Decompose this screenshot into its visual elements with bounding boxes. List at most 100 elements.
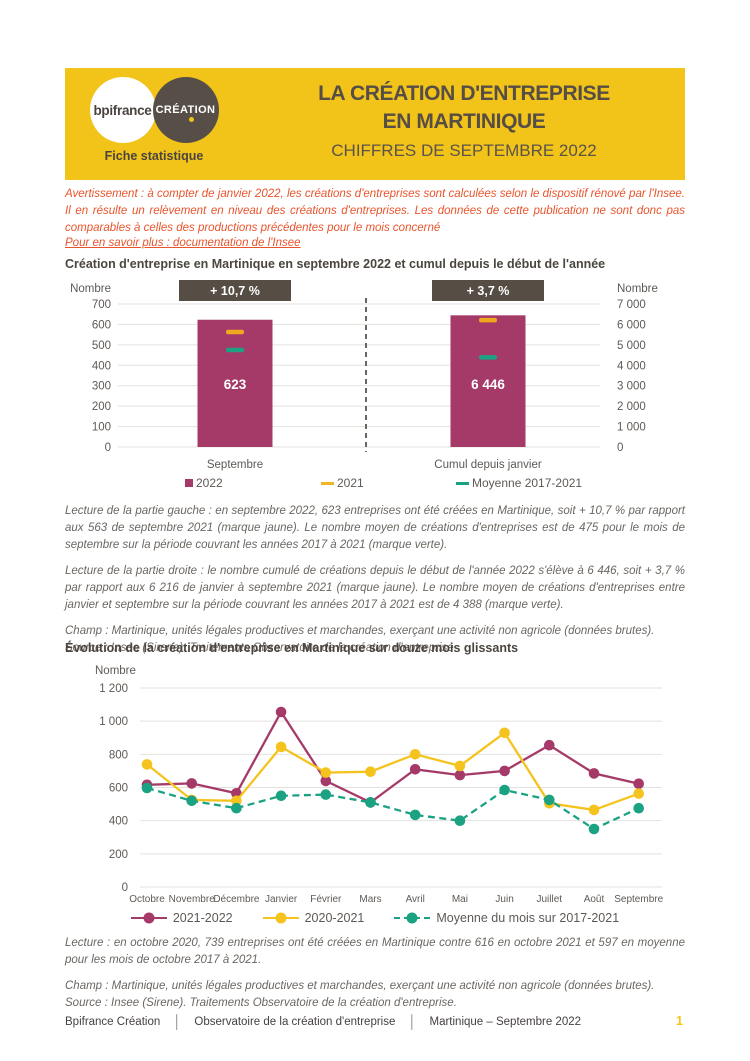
page-number: 1 bbox=[676, 1014, 683, 1028]
y-axis-tick-right: 2 000 bbox=[617, 401, 646, 413]
data-point bbox=[186, 778, 197, 789]
legend-line-marker-icon bbox=[394, 912, 431, 924]
champ-text-1: Champ : Martinique, unités légales produ… bbox=[65, 625, 655, 637]
data-point bbox=[409, 749, 421, 760]
legend-dot bbox=[275, 912, 287, 924]
data-point bbox=[499, 784, 510, 796]
legend-item-moyenne-2017-2021: Moyenne 2017-2021 bbox=[456, 476, 582, 490]
y-axis-tick-left: 600 bbox=[92, 319, 111, 331]
footer-item-region-date: Martinique – Septembre 2022 bbox=[429, 1015, 582, 1028]
y-axis-title-right: Nombre bbox=[617, 283, 658, 295]
section1-title: Création d'entreprise en Martinique en s… bbox=[65, 257, 606, 271]
legend-item-2021-2022: 2021-2022 bbox=[130, 908, 233, 928]
data-point bbox=[454, 760, 466, 772]
section2-title: Évolution de la création d'entreprise en… bbox=[65, 641, 519, 655]
data-point bbox=[320, 789, 332, 800]
marker-moyenne-2017-2021 bbox=[479, 355, 497, 360]
y-axis-tick-right: 0 bbox=[617, 442, 623, 454]
data-point bbox=[544, 794, 555, 806]
footer: Bpifrance Création │ Observatoire de la … bbox=[65, 1014, 685, 1029]
data-point bbox=[499, 727, 510, 739]
section1-notes: Lecture de la partie gauche : en septemb… bbox=[65, 503, 685, 656]
header-band: bpifrance CRÉATION Fiche statistique LA … bbox=[65, 68, 685, 180]
x-axis-month-label: Octobre bbox=[129, 894, 165, 905]
data-point bbox=[499, 765, 510, 777]
footer-item-brand: Bpifrance Création bbox=[65, 1015, 161, 1028]
x-axis-month-label: Septembre bbox=[614, 894, 663, 905]
legend-dot bbox=[406, 912, 418, 924]
line-chart-canvas: 1 200 1 000 800 600 400 200 0 Nombre Octobre Nove… bbox=[95, 665, 664, 905]
legend-label: 2021-2022 bbox=[172, 911, 233, 925]
fiche-statistique-label: Fiche statistique bbox=[104, 149, 204, 163]
bar-value-label: 623 bbox=[224, 377, 247, 392]
data-point bbox=[588, 804, 600, 816]
legend-item-moyenne-du-mois-sur-2017-2021: Moyenne du mois sur 2017-2021 bbox=[394, 908, 619, 928]
data-point bbox=[320, 775, 332, 787]
variation-badge-label: + 3,7 % bbox=[467, 284, 510, 298]
insee-link-line: Pour en savoir plus : documentation de l… bbox=[65, 237, 685, 249]
y-axis-tick: 1 200 bbox=[99, 683, 128, 695]
y-axis-tick-right: 1 000 bbox=[617, 422, 646, 434]
data-point bbox=[409, 809, 421, 821]
marker-2021 bbox=[479, 317, 497, 323]
variation-badge bbox=[432, 280, 544, 301]
x-axis-month-label: Mai bbox=[452, 894, 468, 905]
series-line-2021-2022 bbox=[146, 709, 639, 804]
legend-label: Moyenne 2017-2021 bbox=[472, 476, 583, 490]
data-point bbox=[231, 802, 242, 814]
legend-label: Moyenne du mois sur 2017-2021 bbox=[436, 911, 620, 925]
page-title-line2: EN MARTINIQUE bbox=[382, 110, 546, 133]
data-point bbox=[365, 766, 376, 777]
insee-doc-link[interactable]: Pour en savoir plus : documentation de l… bbox=[65, 237, 301, 249]
variation-badge-label: + 10,7 % bbox=[210, 284, 260, 298]
lecture-right-text: Lecture de la partie droite : le nombre … bbox=[65, 565, 685, 611]
data-point bbox=[320, 767, 332, 778]
variation-badge bbox=[179, 280, 291, 301]
data-point bbox=[544, 739, 555, 751]
legend-item-2020-2021: 2020-2021 bbox=[262, 908, 364, 928]
lecture-2-text: Lecture : en octobre 2020, 739 entrepris… bbox=[65, 937, 685, 966]
bpifrance-logo: bpifrance bbox=[89, 77, 156, 143]
x-axis-month-label: Novembre bbox=[169, 894, 216, 905]
data-point bbox=[275, 741, 287, 753]
y-axis-tick: 0 bbox=[122, 882, 128, 894]
data-point bbox=[454, 815, 466, 826]
data-point bbox=[231, 795, 242, 807]
legend-line-marker-icon bbox=[262, 912, 299, 924]
creation-logo-text: CRÉATION bbox=[155, 104, 216, 116]
marker-moyenne-2017-2021 bbox=[226, 347, 244, 353]
marker-2021 bbox=[226, 329, 244, 335]
legend-item-2021: 2021 bbox=[321, 476, 364, 490]
bar-chart-legend: 2022 2021 Moyenne 2017-2021 bbox=[65, 476, 685, 494]
data-point bbox=[633, 778, 644, 789]
data-point bbox=[141, 759, 153, 770]
legend-dot bbox=[143, 912, 155, 924]
x-axis-category-label: Septembre bbox=[207, 459, 263, 471]
legend-marker-icon bbox=[185, 479, 193, 487]
bpifrance-logo-text: bpifrance bbox=[93, 102, 152, 118]
data-point bbox=[454, 769, 466, 781]
bar-chart: 700 7 000 600 6 000 500 5 000 400 4 000 300 3 000… bbox=[65, 278, 685, 500]
data-point bbox=[186, 795, 197, 807]
creation-logo-dot-icon bbox=[188, 117, 194, 123]
legend-label: 2022 bbox=[196, 476, 223, 490]
bar-2022 bbox=[450, 315, 526, 447]
warning-text: Avertissement : à compter de janvier 202… bbox=[65, 188, 685, 234]
y-axis-tick-left: 200 bbox=[92, 401, 111, 413]
header-titles: LA CRÉATION D'ENTREPRISE EN MARTINIQUE C… bbox=[243, 68, 685, 180]
x-axis-month-label: Avril bbox=[406, 894, 425, 905]
logo-block: bpifrance CRÉATION Fiche statistique bbox=[65, 68, 243, 180]
y-axis-tick-right: 7 000 bbox=[617, 299, 646, 311]
lecture-left-text: Lecture de la partie gauche : en septemb… bbox=[65, 505, 685, 551]
y-axis-tick-left: 0 bbox=[105, 442, 111, 454]
x-axis-month-label: Janvier bbox=[265, 894, 298, 905]
data-point bbox=[141, 782, 153, 794]
bar-value-label: 6 446 bbox=[471, 377, 505, 392]
logo-circles: bpifrance CRÉATION bbox=[89, 77, 219, 143]
source-text-2: Source : Insee (Sirene). Traitements Obs… bbox=[65, 996, 457, 1009]
y-axis-title-left: Nombre bbox=[70, 283, 111, 295]
champ-text-2: Champ : Martinique, unités légales produ… bbox=[65, 980, 655, 992]
legend-marker-icon bbox=[456, 481, 469, 485]
y-axis-tick-right: 3 000 bbox=[617, 381, 646, 393]
